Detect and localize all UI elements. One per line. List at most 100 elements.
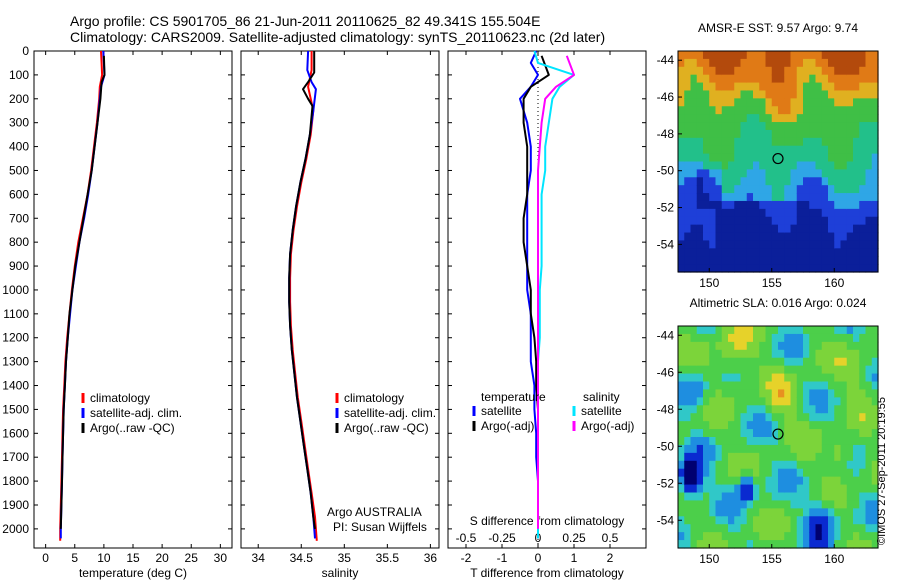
map-2-cell (803, 452, 810, 462)
map-2-cell (778, 421, 785, 430)
map-2-cell (840, 532, 848, 541)
map-1-cell (684, 216, 692, 226)
map-1-cell (846, 74, 854, 84)
map-1-cell (865, 106, 873, 115)
map-1-cell (853, 122, 860, 131)
map-1-cell (784, 224, 792, 234)
map-1-cell (846, 193, 854, 202)
map-1-cell (865, 185, 873, 194)
map-2-cell (778, 532, 785, 541)
y-tick-label: 1800 (2, 474, 29, 488)
map-1-cell (690, 256, 698, 265)
map-2-cell (796, 452, 804, 462)
map-2-cell (853, 524, 860, 533)
map-2-cell (821, 500, 829, 509)
map-1-cell (859, 137, 867, 147)
map-1-cell (803, 137, 810, 147)
map-2-cell (746, 452, 754, 462)
map-1-cell (753, 200, 760, 210)
map-2-cell (721, 468, 729, 478)
map-2-cell (828, 421, 835, 430)
map-2-cell (759, 333, 767, 343)
map-2-cell (709, 333, 717, 343)
map-2-cell (771, 405, 779, 414)
map-1-cell (834, 185, 842, 194)
map-1-cell (790, 74, 798, 84)
map-1-cell (740, 216, 748, 226)
map-1-cell (715, 232, 723, 242)
map-2-cell (859, 341, 867, 351)
map-2-cell (821, 349, 829, 359)
map-1-cell (815, 240, 823, 249)
map-2-cell (790, 476, 798, 486)
map-2-cell (734, 476, 742, 486)
map-1-cell (728, 58, 735, 68)
map-2-cell (834, 326, 842, 335)
map-2-cell (790, 357, 798, 367)
map-2-cell (859, 413, 867, 422)
map-2-cell (790, 397, 798, 406)
map-2-cell (834, 405, 842, 414)
map-1-cell (865, 98, 873, 107)
map-2-cell (809, 341, 817, 351)
map-1-cell (815, 74, 823, 84)
map-1-cell (678, 200, 685, 210)
map-1-cell (796, 137, 804, 147)
map-2-cell (815, 429, 823, 438)
map-2-cell (796, 444, 804, 454)
map-2-cell (821, 437, 829, 446)
map-2-cell (803, 421, 810, 430)
panel-3-series-argo-adj- (537, 55, 575, 529)
map-2-cell (865, 516, 873, 525)
map-2-cell (834, 484, 842, 494)
map-2-cell (790, 444, 798, 454)
map-1-cell (859, 169, 867, 178)
map-1-cell (690, 58, 698, 68)
map-2-cell (853, 349, 860, 359)
map-2-cell (771, 413, 779, 422)
map-2-cell (684, 365, 692, 375)
map-2-cell (853, 460, 860, 470)
map-2-cell (703, 326, 710, 335)
map-2-cell (753, 397, 760, 406)
map-1-cell (853, 137, 860, 147)
map-2-cell (728, 413, 735, 422)
map-2-cell (828, 405, 835, 414)
map-2-cell (821, 452, 829, 462)
map-2-cell (846, 540, 854, 549)
map-1-cell (859, 74, 867, 84)
map-1-cell (828, 98, 835, 107)
map-2-cell (834, 444, 842, 454)
map-2-cell (771, 524, 779, 533)
map-2-cell (690, 484, 698, 494)
map-1-cell (753, 106, 760, 115)
map-1-cell (740, 51, 748, 60)
map-2-cell (771, 429, 779, 438)
map-1-cell (859, 232, 867, 242)
map-1-cell (734, 137, 742, 147)
map-2-cell (846, 373, 854, 383)
map-2-cell (815, 405, 823, 414)
map-2-cell (821, 532, 829, 541)
map-1-cell (709, 145, 717, 155)
map-1-cell (753, 145, 760, 155)
map-2-cell (740, 437, 748, 446)
map-2-cell (865, 326, 873, 335)
map-1-cell (865, 161, 873, 170)
map-2-cell (721, 413, 729, 422)
map-2-cell (821, 429, 829, 438)
map-2-cell (684, 492, 692, 502)
map-1-cell (871, 256, 879, 265)
map-1-cell (803, 90, 810, 99)
map-1-cell (815, 137, 823, 147)
map-2-cell (678, 333, 685, 343)
map-1-cell (690, 161, 698, 170)
map-1-cell (721, 177, 729, 186)
map-1-cell (771, 106, 779, 115)
map-1-cell (821, 106, 829, 115)
map-1-cell (840, 224, 848, 234)
map-2-cell (753, 381, 760, 391)
map-2-cell (740, 405, 748, 414)
map-2-cell (828, 460, 835, 470)
map-1-cell (678, 114, 685, 123)
